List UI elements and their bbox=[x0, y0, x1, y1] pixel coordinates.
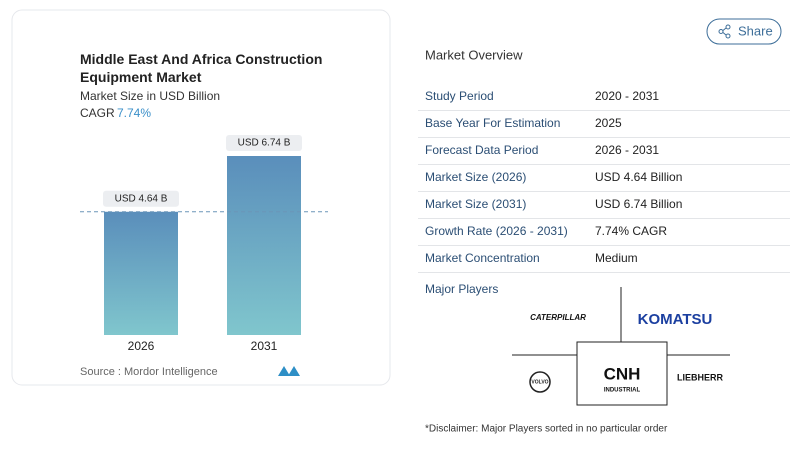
volvo-ring bbox=[529, 371, 551, 393]
row-label: Forecast Data Period bbox=[425, 143, 538, 157]
share-button[interactable] bbox=[706, 18, 782, 45]
x-tick-label: 2026 bbox=[128, 339, 155, 353]
disclaimer: *Disclaimer: Major Players sorted in no … bbox=[425, 424, 668, 435]
value-label-box bbox=[103, 190, 179, 207]
logo-caterpillar: CATERPILLAR bbox=[530, 313, 586, 322]
cagr-label: CAGR bbox=[80, 106, 115, 120]
logo-liebherr: LIEBHERR bbox=[677, 372, 724, 382]
value-label: USD 6.74 B bbox=[238, 138, 291, 149]
row-label: Base Year For Estimation bbox=[425, 116, 560, 130]
row-label: Market Concentration bbox=[425, 251, 540, 265]
value-label-box bbox=[226, 135, 302, 151]
logo-komatsu: KOMATSU bbox=[638, 311, 713, 328]
row-label: Market Size (2031) bbox=[425, 197, 526, 211]
logo-cnh: CNH bbox=[604, 364, 641, 383]
source: Source : Mordor Intelligence bbox=[80, 366, 218, 378]
row-value: 7.74% CAGR bbox=[595, 224, 667, 238]
share-icon bbox=[718, 24, 731, 39]
x-tick-label: 2031 bbox=[251, 339, 278, 353]
row-value: 2025 bbox=[595, 116, 622, 130]
row-value: USD 6.74 Billion bbox=[595, 197, 682, 211]
source-logo bbox=[278, 366, 300, 376]
chart-title: Middle East And Africa Construction Equip… bbox=[80, 51, 322, 85]
row-value: Medium bbox=[595, 251, 638, 265]
row-value: 2020 - 2031 bbox=[595, 89, 659, 103]
row-label: Market Size (2026) bbox=[425, 170, 526, 184]
logo-volvo: VOLVO bbox=[531, 379, 548, 385]
cagr-value: 7.74% bbox=[117, 106, 151, 120]
row-label: Study Period bbox=[425, 89, 494, 103]
row-value: 2026 - 2031 bbox=[595, 143, 659, 157]
overview-title: Market Overview bbox=[425, 47, 523, 62]
bar bbox=[104, 211, 178, 335]
bar bbox=[227, 156, 301, 335]
value-label: USD 4.64 B bbox=[115, 193, 168, 204]
row-label: Growth Rate (2026 - 2031) bbox=[425, 224, 568, 238]
chart-subtitle: Market Size in USD Billion bbox=[80, 89, 220, 103]
row-value: USD 4.64 Billion bbox=[595, 170, 682, 184]
logo-grid bbox=[512, 287, 730, 406]
players-title: Major Players bbox=[425, 282, 498, 296]
share-text[interactable]: Share bbox=[738, 23, 773, 38]
logo-cnh-sub: INDUSTRIAL bbox=[604, 388, 641, 394]
